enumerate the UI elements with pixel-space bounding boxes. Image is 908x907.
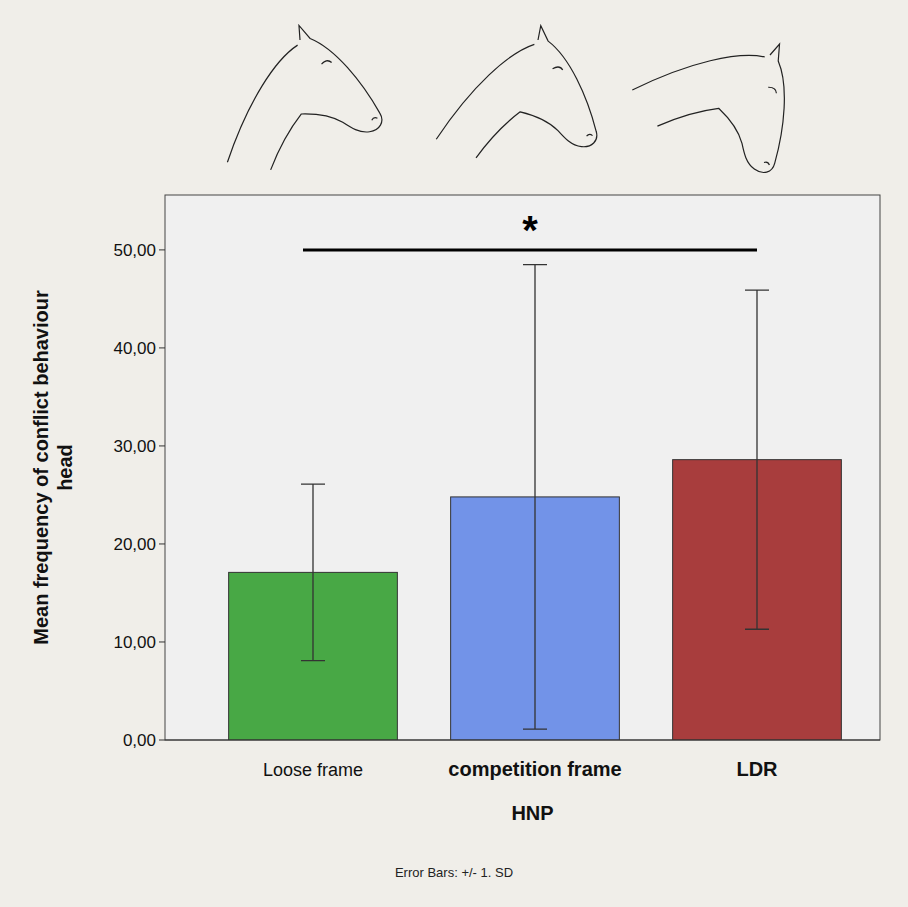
horse-head — [192, 10, 386, 183]
y-axis-title: Mean frequency of conflict behaviourhead — [30, 290, 76, 645]
y-tick-label: 40,00 — [113, 339, 156, 358]
error-bar — [301, 484, 325, 660]
horse-head — [427, 22, 598, 161]
x-axis — [165, 739, 880, 740]
y-tick — [159, 543, 165, 544]
y-tick — [159, 347, 165, 348]
horse-head — [623, 0, 822, 178]
x-axis-title: HNP — [511, 802, 553, 824]
y-tick-label: 50,00 — [113, 241, 156, 260]
error-bar — [745, 290, 769, 629]
y-tick-label: 20,00 — [113, 535, 156, 554]
x-tick-label: competition frame — [448, 758, 621, 780]
y-tick — [159, 445, 165, 446]
x-tick-label: LDR — [736, 758, 778, 780]
y-tick-label: 30,00 — [113, 437, 156, 456]
y-tick-label: 0,00 — [123, 731, 156, 750]
significance-label: * — [522, 208, 538, 252]
plot-area — [165, 195, 880, 740]
y-tick — [159, 740, 165, 741]
y-tick — [159, 641, 165, 642]
y-tick-label: 10,00 — [113, 633, 156, 652]
marks — [229, 265, 842, 740]
footnote: Error Bars: +/- 1. SD — [395, 865, 513, 880]
y-tick — [159, 249, 165, 250]
x-tick-label: Loose frame — [263, 760, 363, 780]
error-bar — [523, 265, 547, 730]
chart: 0,00 10,00 20,00 30,00 40,00 50,00 Loose frame… — [0, 0, 908, 907]
